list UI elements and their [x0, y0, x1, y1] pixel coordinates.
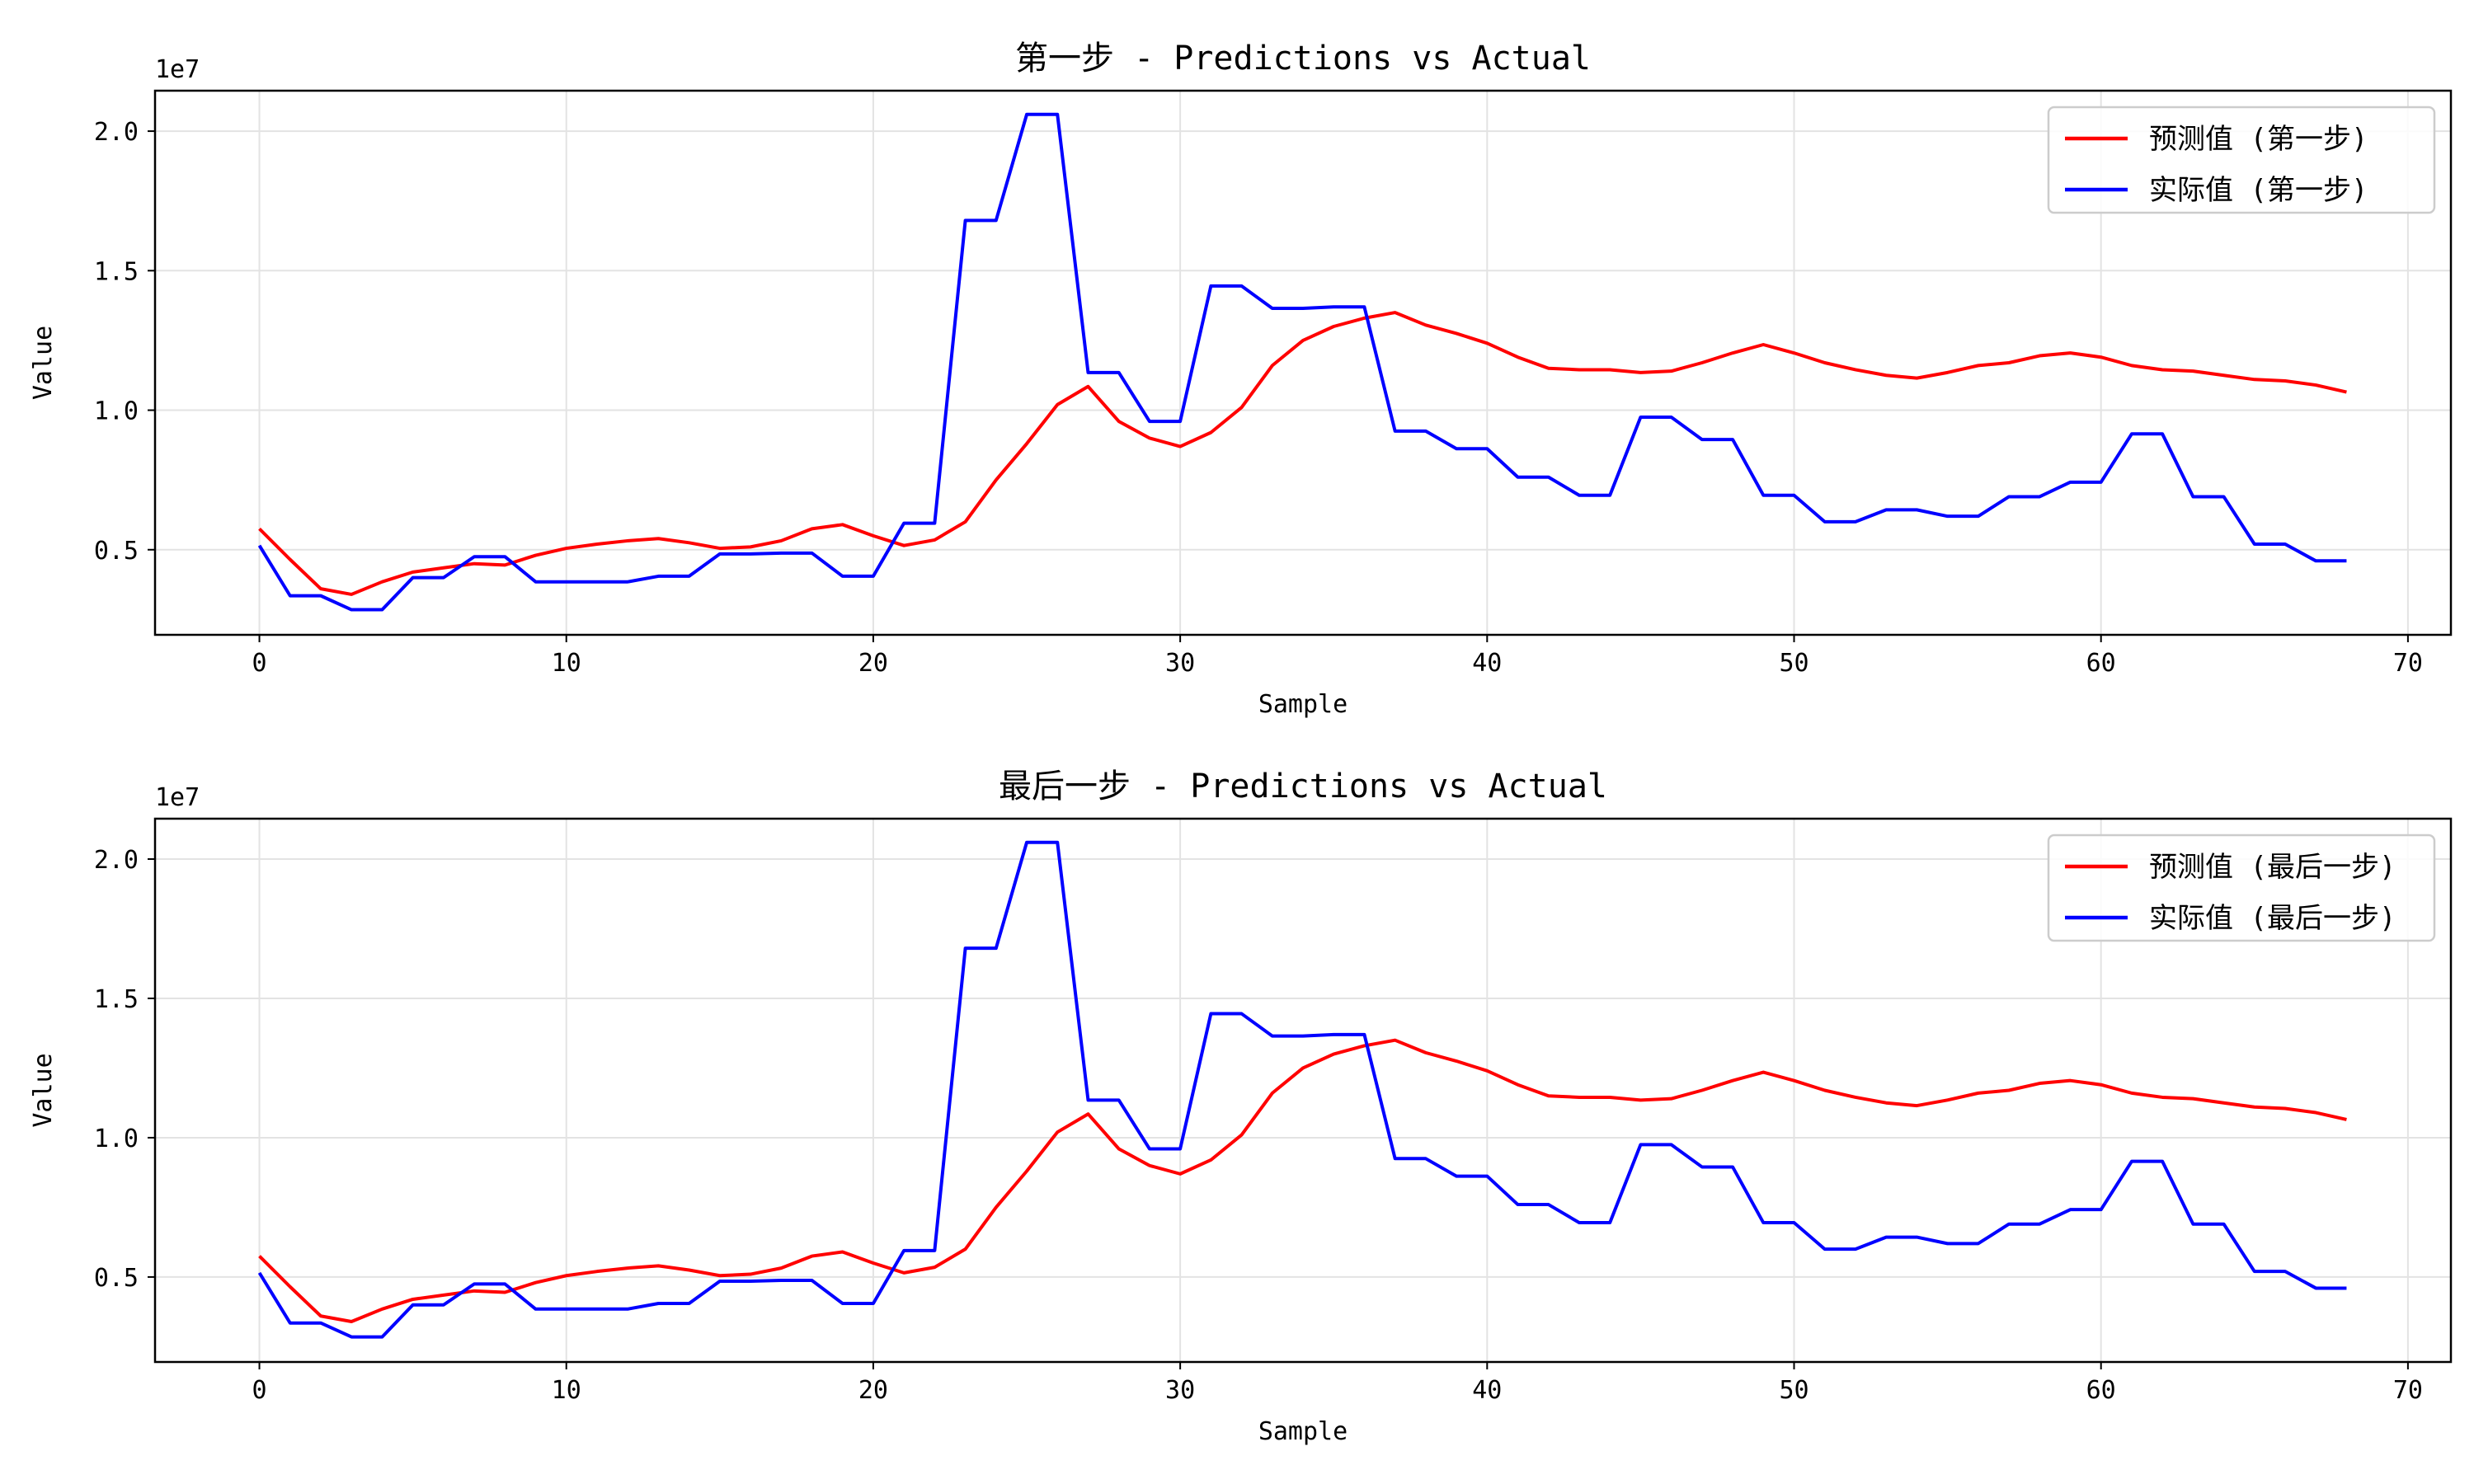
- x-axis-label: Sample: [1258, 1417, 1348, 1446]
- chart-panel-last-step: 0 10 20 30 40 50 60 70 0.5 1.0 1.5 2.0 1e7 最后一步 - Pre…: [29, 768, 2453, 1446]
- x-tick-label: 70: [2393, 1376, 2423, 1405]
- x-axis-label: Sample: [1258, 690, 1348, 719]
- legend: 预测值 (第一步) 实际值 (第一步): [2047, 106, 2436, 214]
- series-line-actual: [257, 840, 2347, 1339]
- series-line-predicted: [258, 311, 2347, 596]
- chart-title: 第一步 - Predictions vs Actual: [1015, 40, 1591, 77]
- x-tick-label: 20: [858, 1376, 888, 1405]
- x-tick-label: 70: [2393, 649, 2423, 678]
- y-tick-label: 2.0: [94, 846, 139, 875]
- legend-label: 实际值 (第一步): [2149, 174, 2368, 207]
- legend-label: 预测值 (第一步): [2149, 123, 2368, 156]
- y-offset-label: 1e7: [155, 783, 200, 812]
- legend-label: 预测值 (最后一步): [2149, 851, 2396, 884]
- x-tick-label: 50: [1779, 1376, 1808, 1405]
- x-tick-label: 10: [552, 1376, 581, 1405]
- x-tick-label: 20: [858, 649, 888, 678]
- series-line-predicted: [258, 1038, 2347, 1323]
- x-tick-label: 60: [2086, 1376, 2116, 1405]
- x-tick-label: 10: [552, 649, 581, 678]
- y-tick-label: 1.0: [94, 397, 139, 426]
- legend-label: 实际值 (最后一步): [2149, 902, 2396, 935]
- x-tick-label: 30: [1165, 649, 1195, 678]
- series-line-actual: [257, 112, 2347, 612]
- y-offset-label: 1e7: [155, 55, 200, 84]
- x-tick-label: 50: [1779, 649, 1808, 678]
- plot-frame: [153, 89, 2453, 636]
- y-tick-label: 1.5: [94, 985, 139, 1014]
- y-tick-label: 1.5: [94, 257, 139, 286]
- y-tick-label: 0.5: [94, 1264, 139, 1293]
- plot-frame: [153, 817, 2453, 1364]
- x-tick-label: 0: [252, 649, 267, 678]
- x-tick-label: 40: [1472, 649, 1502, 678]
- chart-panel-first-step: 0 10 20 30 40 50 60 70 0.5 1.0 1.5 2.0 1e7 第一步 - Pred…: [29, 40, 2453, 719]
- legend: 预测值 (最后一步) 实际值 (最后一步): [2047, 834, 2436, 942]
- y-tick-label: 2.0: [94, 118, 139, 147]
- y-tick-label: 1.0: [94, 1125, 139, 1153]
- legend-box: [2047, 834, 2436, 942]
- x-tick-label: 40: [1472, 1376, 1502, 1405]
- chart-title: 最后一步 - Predictions vs Actual: [999, 768, 1607, 805]
- y-tick-label: 0.5: [94, 537, 139, 566]
- y-axis-label: Value: [29, 1053, 58, 1127]
- x-tick-label: 30: [1165, 1376, 1195, 1405]
- y-axis-label: Value: [29, 326, 58, 400]
- legend-box: [2047, 106, 2436, 214]
- x-tick-label: 60: [2086, 649, 2116, 678]
- x-tick-label: 0: [252, 1376, 267, 1405]
